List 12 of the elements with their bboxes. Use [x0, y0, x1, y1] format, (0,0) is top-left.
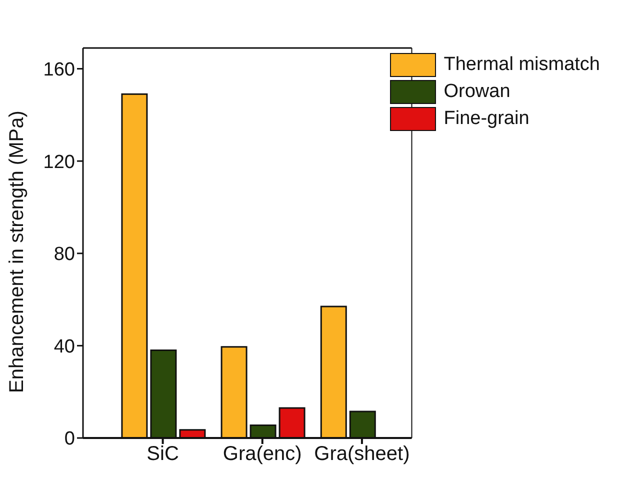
x-tick-label: Gra(sheet) [314, 443, 410, 466]
legend-label: Orowan [444, 81, 510, 103]
legend-label: Fine-grain [444, 108, 530, 130]
y-axis-title: Enhancement in strength (MPa) [6, 110, 28, 393]
y-tick-label: 0 [64, 428, 75, 450]
y-tick-label: 80 [54, 244, 75, 266]
x-tick-label: SiC [146, 443, 179, 466]
y-tick-label: 40 [54, 336, 75, 358]
y-tick-label: 120 [43, 152, 75, 173]
y-tick-label: 160 [43, 60, 75, 81]
legend-label: Thermal mismatch [444, 54, 600, 76]
x-tick-label: Gra(enc) [222, 443, 302, 466]
